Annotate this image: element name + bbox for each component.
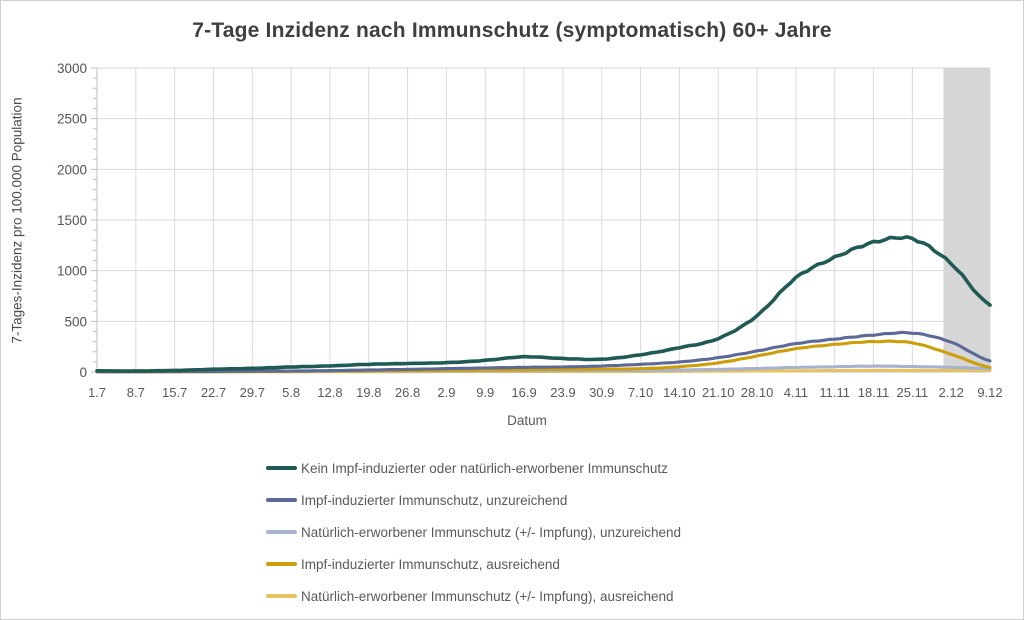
x-axis-title: Datum — [507, 413, 547, 428]
legend-swatch — [266, 562, 297, 566]
series-line-1 — [95, 330, 992, 374]
legend-item: Impf-induzierter Immunschutz, unzureiche… — [266, 489, 681, 511]
x-tick-label: 11.11 — [819, 385, 850, 400]
chart-title: 7-Tage Inzidenz nach Immunschutz (sympto… — [192, 19, 832, 42]
x-tick-label: 30.9 — [589, 385, 614, 400]
legend-swatch — [266, 466, 297, 470]
legend-label: Natürlich-erworbener Immunschutz (+/- Im… — [301, 588, 674, 604]
legend-label: Impf-induzierter Immunschutz, ausreichen… — [301, 556, 560, 572]
y-tick-label: 1000 — [57, 264, 87, 279]
y-tick-label: 3000 — [57, 61, 87, 76]
legend-item: Impf-induzierter Immunschutz, ausreichen… — [266, 553, 681, 575]
chart-legend: Kein Impf-induzierter oder natürlich-erw… — [266, 457, 681, 607]
x-tick-label: 18.11 — [858, 385, 890, 400]
x-tick-label: 2.9 — [437, 385, 455, 400]
x-tick-label: 19.8 — [356, 385, 381, 400]
legend-item: Natürlich-erworbener Immunschutz (+/- Im… — [266, 521, 681, 543]
legend-swatch — [266, 530, 297, 534]
y-tick-label: 0 — [79, 365, 87, 380]
x-tick-label: 29.7 — [240, 385, 265, 400]
x-tick-label: 8.7 — [127, 385, 145, 400]
x-tick-label: 28.10 — [741, 385, 774, 400]
x-tick-label: 25.11 — [897, 385, 929, 400]
x-tick-label: 12.8 — [317, 385, 342, 400]
y-axis-title: 7-Tages-Inzidenz pro 100.000 Population — [9, 97, 25, 344]
legend-swatch — [266, 498, 297, 502]
y-tick-label: 2500 — [57, 112, 87, 127]
x-tick-label: 7.10 — [628, 385, 653, 400]
legend-label: Impf-induzierter Immunschutz, unzureiche… — [301, 492, 568, 508]
legend-item: Kein Impf-induzierter oder natürlich-erw… — [266, 457, 681, 479]
recent-data-highlight-band — [943, 68, 990, 372]
x-tick-label: 21.10 — [702, 385, 735, 400]
legend-swatch — [266, 594, 297, 598]
x-tick-label: 4.11 — [784, 385, 808, 400]
x-tick-label: 1.7 — [88, 385, 106, 400]
legend-label: Kein Impf-induzierter oder natürlich-erw… — [301, 460, 668, 476]
y-tick-label: 1500 — [57, 213, 87, 228]
y-tick-label: 2000 — [57, 162, 87, 177]
x-tick-label: 26.8 — [395, 385, 420, 400]
x-tick-label: 9.12 — [977, 385, 1002, 400]
x-tick-label: 16.9 — [511, 385, 536, 400]
x-tick-label: 14.10 — [663, 385, 696, 400]
x-tick-label: 22.7 — [201, 385, 226, 400]
series-line-0 — [95, 235, 992, 373]
x-tick-label: 23.9 — [550, 385, 575, 400]
x-tick-label: 15.7 — [162, 385, 187, 400]
x-tick-label: 2.12 — [939, 385, 964, 400]
y-tick-label: 500 — [64, 314, 87, 329]
legend-item: Natürlich-erworbener Immunschutz (+/- Im… — [266, 585, 681, 607]
x-tick-label: 9.9 — [476, 385, 494, 400]
x-tick-label: 5.8 — [282, 385, 300, 400]
legend-label: Natürlich-erworbener Immunschutz (+/- Im… — [301, 524, 682, 540]
